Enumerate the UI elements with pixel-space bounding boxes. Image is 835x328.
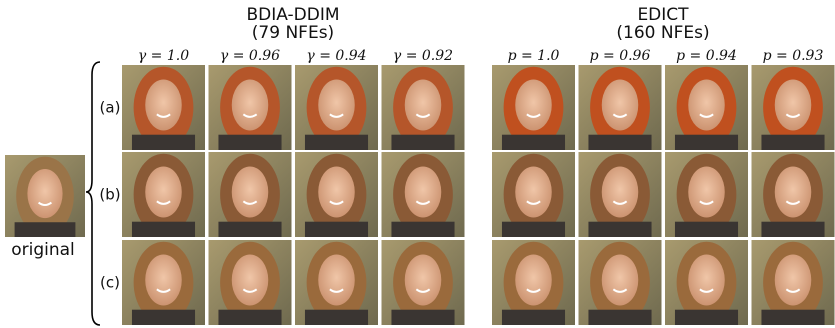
image-face <box>405 166 442 217</box>
image-shoulders <box>305 310 368 325</box>
brace <box>86 62 100 325</box>
image-shoulders <box>15 222 76 237</box>
image-shoulders <box>132 310 195 325</box>
group-subtitle: (160 NFEs) <box>616 23 709 43</box>
image-shoulders <box>391 222 454 237</box>
image-shoulders <box>502 310 565 325</box>
image-face <box>602 254 639 305</box>
image-shoulders <box>761 135 824 150</box>
image-face <box>318 166 355 217</box>
image-shoulders <box>675 135 738 150</box>
group-title: EDICT <box>637 5 689 25</box>
image-shoulders <box>305 135 368 150</box>
image-face <box>775 254 812 305</box>
image-face <box>688 254 725 305</box>
image-shoulders <box>218 222 281 237</box>
column-label: γ = 0.92 <box>393 48 453 64</box>
image-shoulders <box>502 135 565 150</box>
figure: original (a) (b) (c) BDIA-DDIM(79 NFEs) γ = … <box>0 0 835 328</box>
image-face <box>145 166 182 217</box>
column-label: p = 0.93 <box>763 48 824 64</box>
original-label: original <box>11 240 75 260</box>
image-face <box>318 254 355 305</box>
image-shoulders <box>391 310 454 325</box>
image-shoulders <box>391 135 454 150</box>
column-label: γ = 1.0 <box>138 48 189 64</box>
row-label: (c) <box>100 274 120 292</box>
row-label: (a) <box>100 99 121 117</box>
image-face <box>145 79 182 130</box>
image-face <box>688 79 725 130</box>
image-shoulders <box>218 135 281 150</box>
image-shoulders <box>761 310 824 325</box>
image-face <box>405 79 442 130</box>
image-shoulders <box>305 222 368 237</box>
image-face <box>515 254 552 305</box>
image-shoulders <box>761 222 824 237</box>
image-shoulders <box>588 222 651 237</box>
image-face <box>688 166 725 217</box>
image-face <box>145 254 182 305</box>
group-subtitle: (79 NFEs) <box>252 23 334 43</box>
image-face <box>27 169 62 218</box>
image-shoulders <box>675 222 738 237</box>
row-label: (b) <box>99 186 120 204</box>
image-shoulders <box>132 222 195 237</box>
column-label: p = 0.96 <box>590 48 651 64</box>
image-face <box>775 79 812 130</box>
column-label: p = 0.94 <box>676 48 737 64</box>
image-shoulders <box>132 135 195 150</box>
image-shoulders <box>588 310 651 325</box>
column-label: γ = 0.96 <box>220 48 280 64</box>
image-face <box>775 166 812 217</box>
image-face <box>232 254 269 305</box>
image-face <box>232 166 269 217</box>
page: original (a) (b) (c) BDIA-DDIM(79 NFEs) γ = … <box>0 0 835 328</box>
image-face <box>405 254 442 305</box>
group-title: BDIA-DDIM <box>246 5 339 25</box>
column-label: p = 1.0 <box>508 48 560 64</box>
image-shoulders <box>218 310 281 325</box>
image-face <box>515 166 552 217</box>
image-face <box>602 79 639 130</box>
image-shoulders <box>675 310 738 325</box>
image-shoulders <box>502 222 565 237</box>
image-face <box>602 166 639 217</box>
image-shoulders <box>588 135 651 150</box>
image-face <box>318 79 355 130</box>
image-face <box>232 79 269 130</box>
image-face <box>515 79 552 130</box>
column-label: γ = 0.94 <box>306 48 366 64</box>
